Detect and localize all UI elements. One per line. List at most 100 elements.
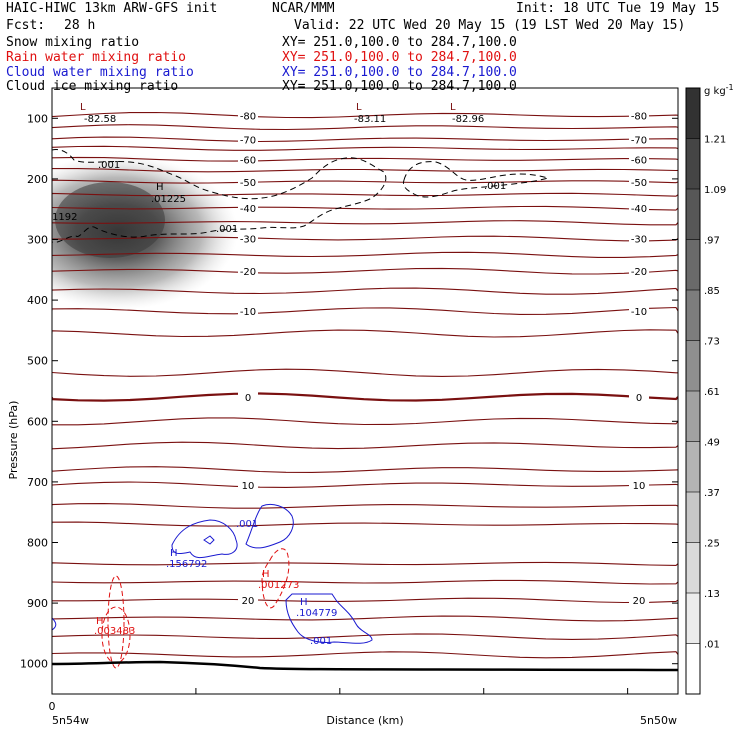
y-tick-label: 600	[27, 415, 48, 428]
low-marker: L	[356, 102, 362, 113]
isotherm-line	[52, 579, 678, 585]
y-tick-label: 700	[27, 476, 48, 489]
forecast-hours: 28 h	[64, 18, 96, 33]
cloud-water-max-value: .156792	[166, 559, 207, 570]
cloud-ice-contour-right	[403, 161, 550, 198]
isotherm-line	[52, 235, 678, 242]
snow-left-value: 1192	[52, 212, 77, 223]
rain-max-marker: H	[262, 569, 270, 580]
isotherm-label-bg	[629, 133, 649, 145]
colorbar-label: 1.09	[704, 185, 726, 196]
colorbar-swatch	[686, 138, 700, 189]
cloud-water-contour	[171, 519, 238, 559]
colorbar-label: .01	[704, 640, 720, 651]
isotherm-label-bg	[238, 594, 258, 606]
cloud-water-contour	[285, 593, 373, 644]
colorbar-label: .25	[704, 539, 720, 550]
y-tick-label: 300	[27, 234, 48, 247]
colorbar-swatch	[686, 593, 700, 644]
colorbar-swatch	[686, 239, 700, 290]
isotherm-label: 10	[633, 481, 646, 492]
isotherm-line	[52, 481, 678, 488]
colorbar-swatch	[686, 88, 700, 139]
isotherm-label: 0	[245, 393, 251, 404]
isotherm-line	[52, 633, 678, 640]
isotherm-label: -70	[240, 136, 256, 147]
isotherm-line	[52, 251, 678, 258]
x-axis-title: Distance (km)	[326, 714, 403, 727]
low-value: -83.11	[354, 114, 386, 125]
isotherm-line	[52, 267, 678, 275]
ice-contour-label: .001	[484, 181, 506, 192]
isotherm-label: -60	[240, 156, 256, 167]
isotherm-label-bg	[238, 133, 258, 145]
colorbar-label: .73	[704, 337, 720, 348]
isotherm-line	[52, 192, 678, 197]
model-title: HAIC-HIWC 13km ARW-GFS init	[6, 1, 218, 16]
isotherm-line	[52, 136, 678, 143]
colorbar-swatch	[686, 189, 700, 240]
isotherm-label-bg	[629, 153, 649, 165]
cloud-water-contour	[245, 503, 294, 549]
colorbar-swatch	[686, 290, 700, 341]
terrain-line	[51, 660, 679, 672]
isotherm-label: -10	[631, 307, 647, 318]
field-name-rain: Rain water mixing ratio	[6, 50, 187, 65]
isotherm-line	[52, 521, 678, 527]
isotherm-line	[52, 287, 678, 295]
plot-frame	[51, 87, 679, 695]
init-time: Init: 18 UTC Tue 19 May 15	[516, 1, 720, 16]
colorbar-unit: g kg-1	[704, 83, 734, 97]
field-xy-rain: XY= 251.0,100.0 to 284.7,100.0	[282, 50, 517, 65]
colorbar-label: .13	[704, 589, 720, 600]
isotherm-line	[52, 417, 678, 426]
isotherm-label: -40	[240, 204, 256, 215]
y-tick-label: 900	[27, 597, 48, 610]
isotherm-label: -60	[631, 156, 647, 167]
field-name-cloud-water: Cloud water mixing ratio	[6, 65, 194, 80]
isotherm-label-bg	[238, 305, 258, 317]
isotherm-label: -40	[631, 204, 647, 215]
isotherm-label: 0	[636, 393, 642, 404]
ice-contour-label: .001	[216, 224, 238, 235]
cloud-water-max-value: .104779	[296, 608, 337, 619]
colorbar-swatch	[686, 643, 700, 694]
field-xy-cloud-ice: XY= 251.0,100.0 to 284.7,100.0	[282, 79, 517, 94]
isotherm-line	[52, 392, 678, 402]
isotherm-label-bg	[238, 391, 258, 403]
isotherm-label-bg	[629, 175, 649, 187]
isotherm-label-bg	[629, 594, 649, 606]
isotherm-label-bg	[238, 109, 258, 121]
isotherm-line	[52, 167, 678, 173]
cloud-water-label: .001	[236, 519, 258, 530]
colorbar-unit-exp: -1	[726, 83, 734, 92]
isotherm-label-bg	[238, 201, 258, 213]
isotherm-line	[52, 441, 678, 450]
rain-contour	[261, 548, 290, 609]
isotherm-label: -50	[240, 178, 256, 189]
low-marker: L	[450, 102, 456, 113]
colorbar-swatch	[686, 542, 700, 593]
isotherm-line	[52, 615, 678, 622]
isotherm-line	[52, 179, 678, 184]
snow-max-value: .01225	[151, 194, 186, 205]
isotherm-label-bg	[629, 391, 649, 403]
low-value: -82.58	[84, 114, 116, 125]
isotherm-label-bg	[629, 232, 649, 244]
isotherm-line	[52, 205, 678, 211]
isotherm-label-bg	[238, 478, 258, 490]
colorbar-label: .49	[704, 438, 720, 449]
cloud-water-contour	[52, 617, 57, 631]
isotherm-label: -30	[631, 234, 647, 245]
y-axis-title: Pressure (hPa)	[7, 401, 20, 480]
snow-max-marker: H	[156, 182, 164, 193]
isotherm-line	[52, 220, 678, 226]
rain-max-value: .001273	[258, 580, 299, 591]
field-name-cloud-ice: Cloud ice mixing ratio	[6, 79, 179, 94]
colorbar-unit-text: g kg	[704, 86, 726, 97]
cloud-water-max-marker: H	[300, 597, 308, 608]
isotherm-label: -20	[240, 267, 256, 278]
ice-contour-label: .001	[98, 160, 120, 171]
isotherm-label-bg	[238, 175, 258, 187]
